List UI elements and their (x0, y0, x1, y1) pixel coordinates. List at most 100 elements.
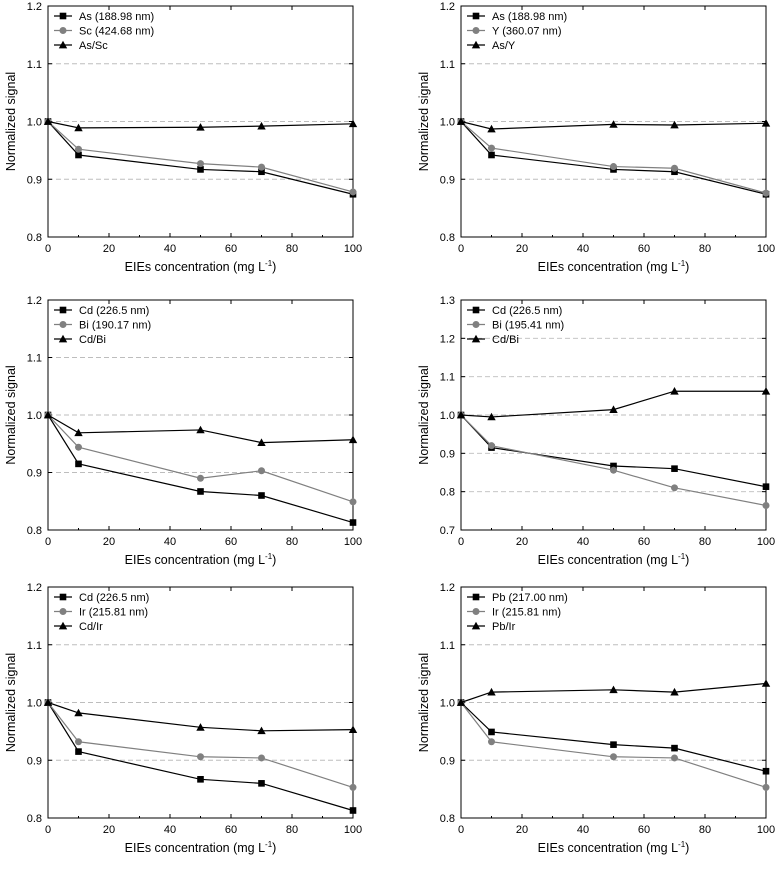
legend-marker (58, 40, 68, 49)
y-tick-label: 0.8 (440, 232, 455, 244)
y-tick-label: 1.1 (27, 353, 42, 365)
x-axis-title: EIEs concentration (mg L-1) (538, 552, 690, 567)
legend-label: As/Y (492, 40, 516, 52)
data-point (75, 443, 82, 451)
y-tick-label: 0.7 (440, 525, 455, 537)
data-point (257, 121, 266, 130)
legend-marker (471, 40, 481, 49)
legend-marker (472, 12, 480, 20)
y-tick-label: 0.9 (27, 755, 42, 767)
x-tick-label: 0 (458, 243, 464, 255)
data-point (196, 123, 205, 131)
data-point (349, 519, 357, 526)
legend-label: Cd (226.5 nm) (79, 305, 149, 317)
data-point (456, 698, 466, 706)
legend-label: Cd/Bi (492, 334, 519, 346)
data-point (258, 754, 265, 762)
legend-label: Cd/Bi (79, 334, 106, 346)
data-point (456, 410, 466, 419)
x-tick-label: 100 (344, 824, 362, 836)
data-point (609, 120, 618, 128)
y-tick-label: 0.8 (27, 813, 42, 825)
x-tick-label: 20 (516, 824, 528, 836)
x-tick-label: 40 (577, 536, 589, 548)
y-axis-title: Normalized signal (4, 72, 18, 171)
x-tick-label: 40 (577, 824, 589, 836)
data-point (74, 428, 83, 437)
x-tick-label: 20 (516, 243, 528, 255)
legend-label: As (188.98 nm) (79, 11, 154, 23)
data-point (487, 687, 496, 696)
data-point (349, 807, 357, 814)
x-tick-label: 0 (458, 536, 464, 548)
legend-label: Ir (215.81 nm) (492, 607, 561, 619)
chart-panel-1: 0 20 40 60 80 100 0.8 0.9 1.0 1.1 1.2 EIEs concentr… (4, 1, 362, 274)
data-point (349, 783, 357, 791)
y-tick-label: 0.8 (440, 487, 455, 499)
x-tick-label: 100 (757, 824, 775, 836)
series-line-1 (460, 702, 767, 772)
legend-marker (59, 608, 67, 615)
data-point (761, 679, 771, 687)
data-point (671, 754, 678, 762)
chart-panel-6: 0 20 40 60 80 100 0.8 0.9 1.0 1.1 1.2 EIEs concentr… (417, 582, 775, 855)
data-point (488, 144, 495, 152)
data-point (257, 726, 266, 735)
y-tick-label: 1.3 (440, 295, 455, 307)
x-tick-label: 0 (45, 536, 51, 548)
x-tick-label: 20 (516, 536, 528, 548)
x-tick-label: 100 (757, 536, 775, 548)
series-line-1 (460, 414, 767, 488)
data-point (196, 723, 205, 731)
x-tick-label: 20 (103, 824, 115, 836)
data-point (761, 387, 771, 395)
x-tick-label: 20 (103, 243, 115, 255)
y-tick-label: 1.0 (440, 698, 455, 710)
data-point (349, 498, 357, 506)
data-point (75, 151, 82, 159)
x-tick-label: 0 (458, 824, 464, 836)
data-point (610, 741, 617, 748)
legend-label: Pb/Ir (492, 621, 516, 633)
legend-marker (472, 321, 480, 328)
x-tick-label: 60 (225, 243, 237, 255)
x-tick-label: 60 (638, 243, 650, 255)
y-tick-label: 1.1 (440, 59, 455, 71)
x-tick-label: 20 (103, 536, 115, 548)
x-tick-label: 0 (45, 243, 51, 255)
x-tick-label: 60 (225, 536, 237, 548)
series-line-1 (460, 121, 767, 195)
data-point (488, 151, 495, 159)
data-point (43, 410, 53, 419)
data-point (610, 753, 617, 761)
data-point (74, 708, 83, 717)
legend-label: Y (360.07 nm) (492, 26, 562, 38)
chart-panel-3: 0 20 40 60 80 100 0.8 0.9 1.0 1.1 1.2 EIEs concentr… (4, 295, 362, 567)
x-axis-title: EIEs concentration (mg L-1) (538, 840, 690, 855)
legend-marker (59, 593, 67, 601)
data-point (349, 188, 357, 196)
data-point (670, 387, 679, 395)
data-point (488, 728, 495, 736)
legend-marker (471, 621, 481, 630)
data-point (197, 776, 204, 783)
y-tick-label: 1.2 (27, 295, 42, 307)
data-point (610, 462, 617, 470)
y-tick-label: 1.2 (27, 1, 42, 13)
data-point (258, 780, 265, 787)
data-point (762, 783, 770, 791)
data-point (761, 119, 771, 127)
legend-marker (59, 306, 67, 314)
legend-label: Bi (190.17 nm) (79, 320, 151, 332)
y-tick-label: 1.1 (440, 372, 455, 384)
x-tick-label: 40 (164, 243, 176, 255)
data-point (671, 484, 678, 492)
data-point (75, 460, 82, 468)
legend-marker (472, 593, 480, 601)
x-axis-title: EIEs concentration (mg L-1) (125, 259, 277, 274)
data-point (258, 467, 265, 475)
y-tick-label: 0.9 (27, 174, 42, 186)
y-tick-label: 1.1 (27, 59, 42, 71)
